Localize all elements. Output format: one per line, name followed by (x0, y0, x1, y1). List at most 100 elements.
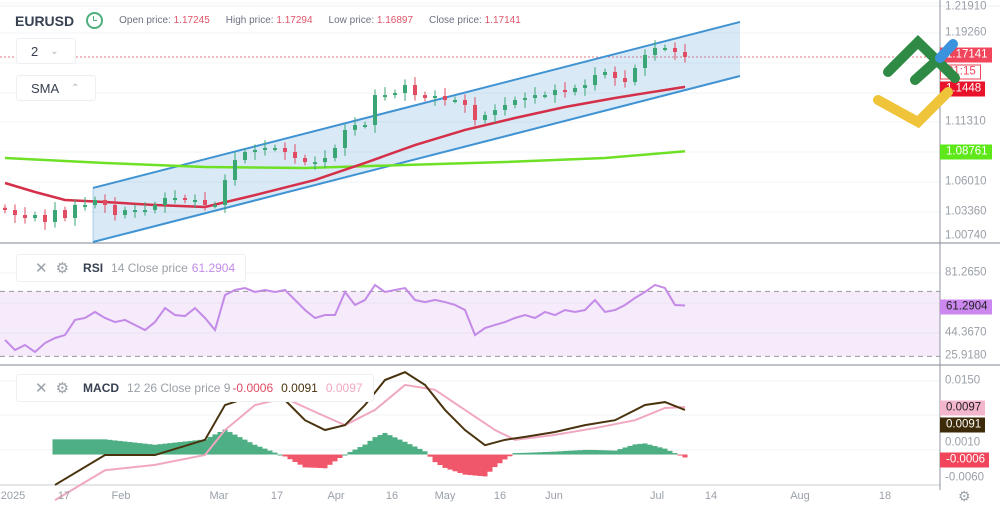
close-icon[interactable]: ✕ (35, 380, 48, 397)
candle-body (113, 204, 117, 215)
gear-icon[interactable]: ⚙ (55, 380, 70, 397)
macd-histogram-bar (192, 440, 198, 455)
macd-histogram-bar (372, 437, 378, 455)
x-tick: Mar (209, 490, 229, 502)
candle-body (493, 110, 497, 115)
close-label: Close price: (429, 15, 482, 26)
countdown-badge: 31:15 (940, 64, 981, 80)
candle-body (293, 152, 297, 158)
macd-histogram-bar (232, 434, 238, 455)
high-price: High price: 1.17294 (226, 15, 313, 26)
low-label: Low price: (328, 15, 375, 26)
macd-histogram-bar (62, 439, 68, 455)
open-value: 1.17245 (173, 15, 210, 26)
macd-histogram-bar (342, 454, 348, 456)
macd-signal-value: 0.0097 (325, 381, 363, 395)
x-tick: 14 (704, 490, 718, 502)
macd-histogram-bar (332, 454, 338, 462)
candle-body (403, 85, 407, 94)
candle-body (23, 214, 27, 219)
candle-body (453, 100, 457, 103)
rsi-value-badge: 61.2904 (940, 299, 992, 315)
axis-settings-icon[interactable]: ⚙ (958, 488, 971, 504)
macd-value: 0.0091 (281, 381, 318, 395)
rsi-value: 61.2904 (191, 261, 236, 275)
candle-body (483, 114, 487, 121)
macd-histogram-bar (107, 439, 113, 455)
macd-histogram-bar (407, 444, 413, 455)
macd-line (54, 371, 686, 486)
candle-body (513, 100, 517, 105)
close-icon[interactable]: ✕ (35, 260, 48, 277)
macd-histogram-bar (577, 450, 583, 455)
candle-body (313, 162, 317, 165)
macd-histogram-bar (542, 451, 548, 455)
candle-body (593, 75, 597, 86)
macd-histogram-bar (137, 443, 143, 455)
macd-histogram-bar (637, 443, 643, 455)
timeframe-dropdown[interactable]: 2 ⌄ (16, 38, 76, 64)
macd-histogram-bar (67, 439, 73, 455)
macd-histogram-bar (397, 439, 403, 455)
chevron-up-icon: ⌃ (71, 82, 80, 94)
price-tick: 1.19260 (945, 26, 987, 39)
candle-body (613, 71, 617, 79)
macd-histogram-bar (377, 435, 383, 455)
candle-body (263, 147, 267, 151)
macd-histogram-bar (552, 451, 558, 455)
symbol-name[interactable]: EURUSD (15, 12, 75, 29)
high-label: High price: (225, 15, 274, 26)
candle-body (363, 125, 367, 128)
macd-histogram-bar (187, 440, 193, 455)
macd-histogram-bar (567, 450, 573, 455)
close-price: Close price: 1.17141 (429, 15, 521, 26)
macd-histogram-bar (282, 454, 288, 457)
symbol-header: EURUSD Open price: 1.17245 High price: 1… (15, 12, 537, 29)
macd-histogram-bar (222, 429, 228, 455)
macd-histogram-bar (367, 440, 373, 455)
macd-histogram-bar (632, 444, 638, 455)
x-tick: May (434, 490, 456, 502)
candle-body (53, 210, 57, 222)
indicator-dropdown[interactable]: SMA ⌃ (16, 75, 96, 101)
candle-body (523, 97, 527, 101)
macd-hist-value: -0.0006 (232, 381, 274, 395)
candle-body (563, 89, 567, 93)
candle-body (463, 100, 467, 105)
macd-histogram-bar (402, 441, 408, 455)
macd-histogram-bar (587, 449, 593, 455)
rsi-line (4, 283, 686, 354)
macd-histogram-bar (562, 451, 568, 455)
candle-body (173, 197, 177, 200)
candle-body (603, 71, 607, 76)
candle-body (433, 95, 437, 98)
macd-histogram-bar (472, 454, 478, 476)
macd-histogram-bar (227, 432, 233, 455)
open-price: Open price: 1.17245 (119, 15, 210, 26)
macd-histogram-bar (557, 451, 563, 455)
macd-histogram-bar (252, 444, 258, 455)
macd-histogram-bar (302, 454, 308, 468)
macd-histogram-bar (147, 444, 153, 455)
candle-body (213, 204, 217, 207)
macd-histogram-bar (667, 450, 673, 455)
x-tick: 17 (57, 490, 71, 502)
channel-upper-line (92, 20, 741, 189)
macd-histogram-bar (427, 454, 433, 457)
candle-body (223, 179, 227, 205)
candle-body (323, 158, 327, 163)
candle-body (93, 200, 97, 205)
candle-body (543, 95, 547, 98)
macd-histogram-bar (352, 449, 358, 455)
sma-slow-badge: 1.08761 (940, 144, 992, 160)
candle-body (533, 95, 537, 98)
macd-histogram-bar (242, 439, 248, 455)
candle-body (553, 89, 557, 96)
macd-histogram-bar (152, 444, 158, 455)
price-tick: 1.00740 (945, 229, 987, 242)
rsi-tick: 81.2650 (945, 266, 987, 279)
gear-icon[interactable]: ⚙ (55, 260, 70, 277)
clock-icon[interactable] (86, 12, 104, 29)
macd-histogram-bar (157, 444, 163, 455)
